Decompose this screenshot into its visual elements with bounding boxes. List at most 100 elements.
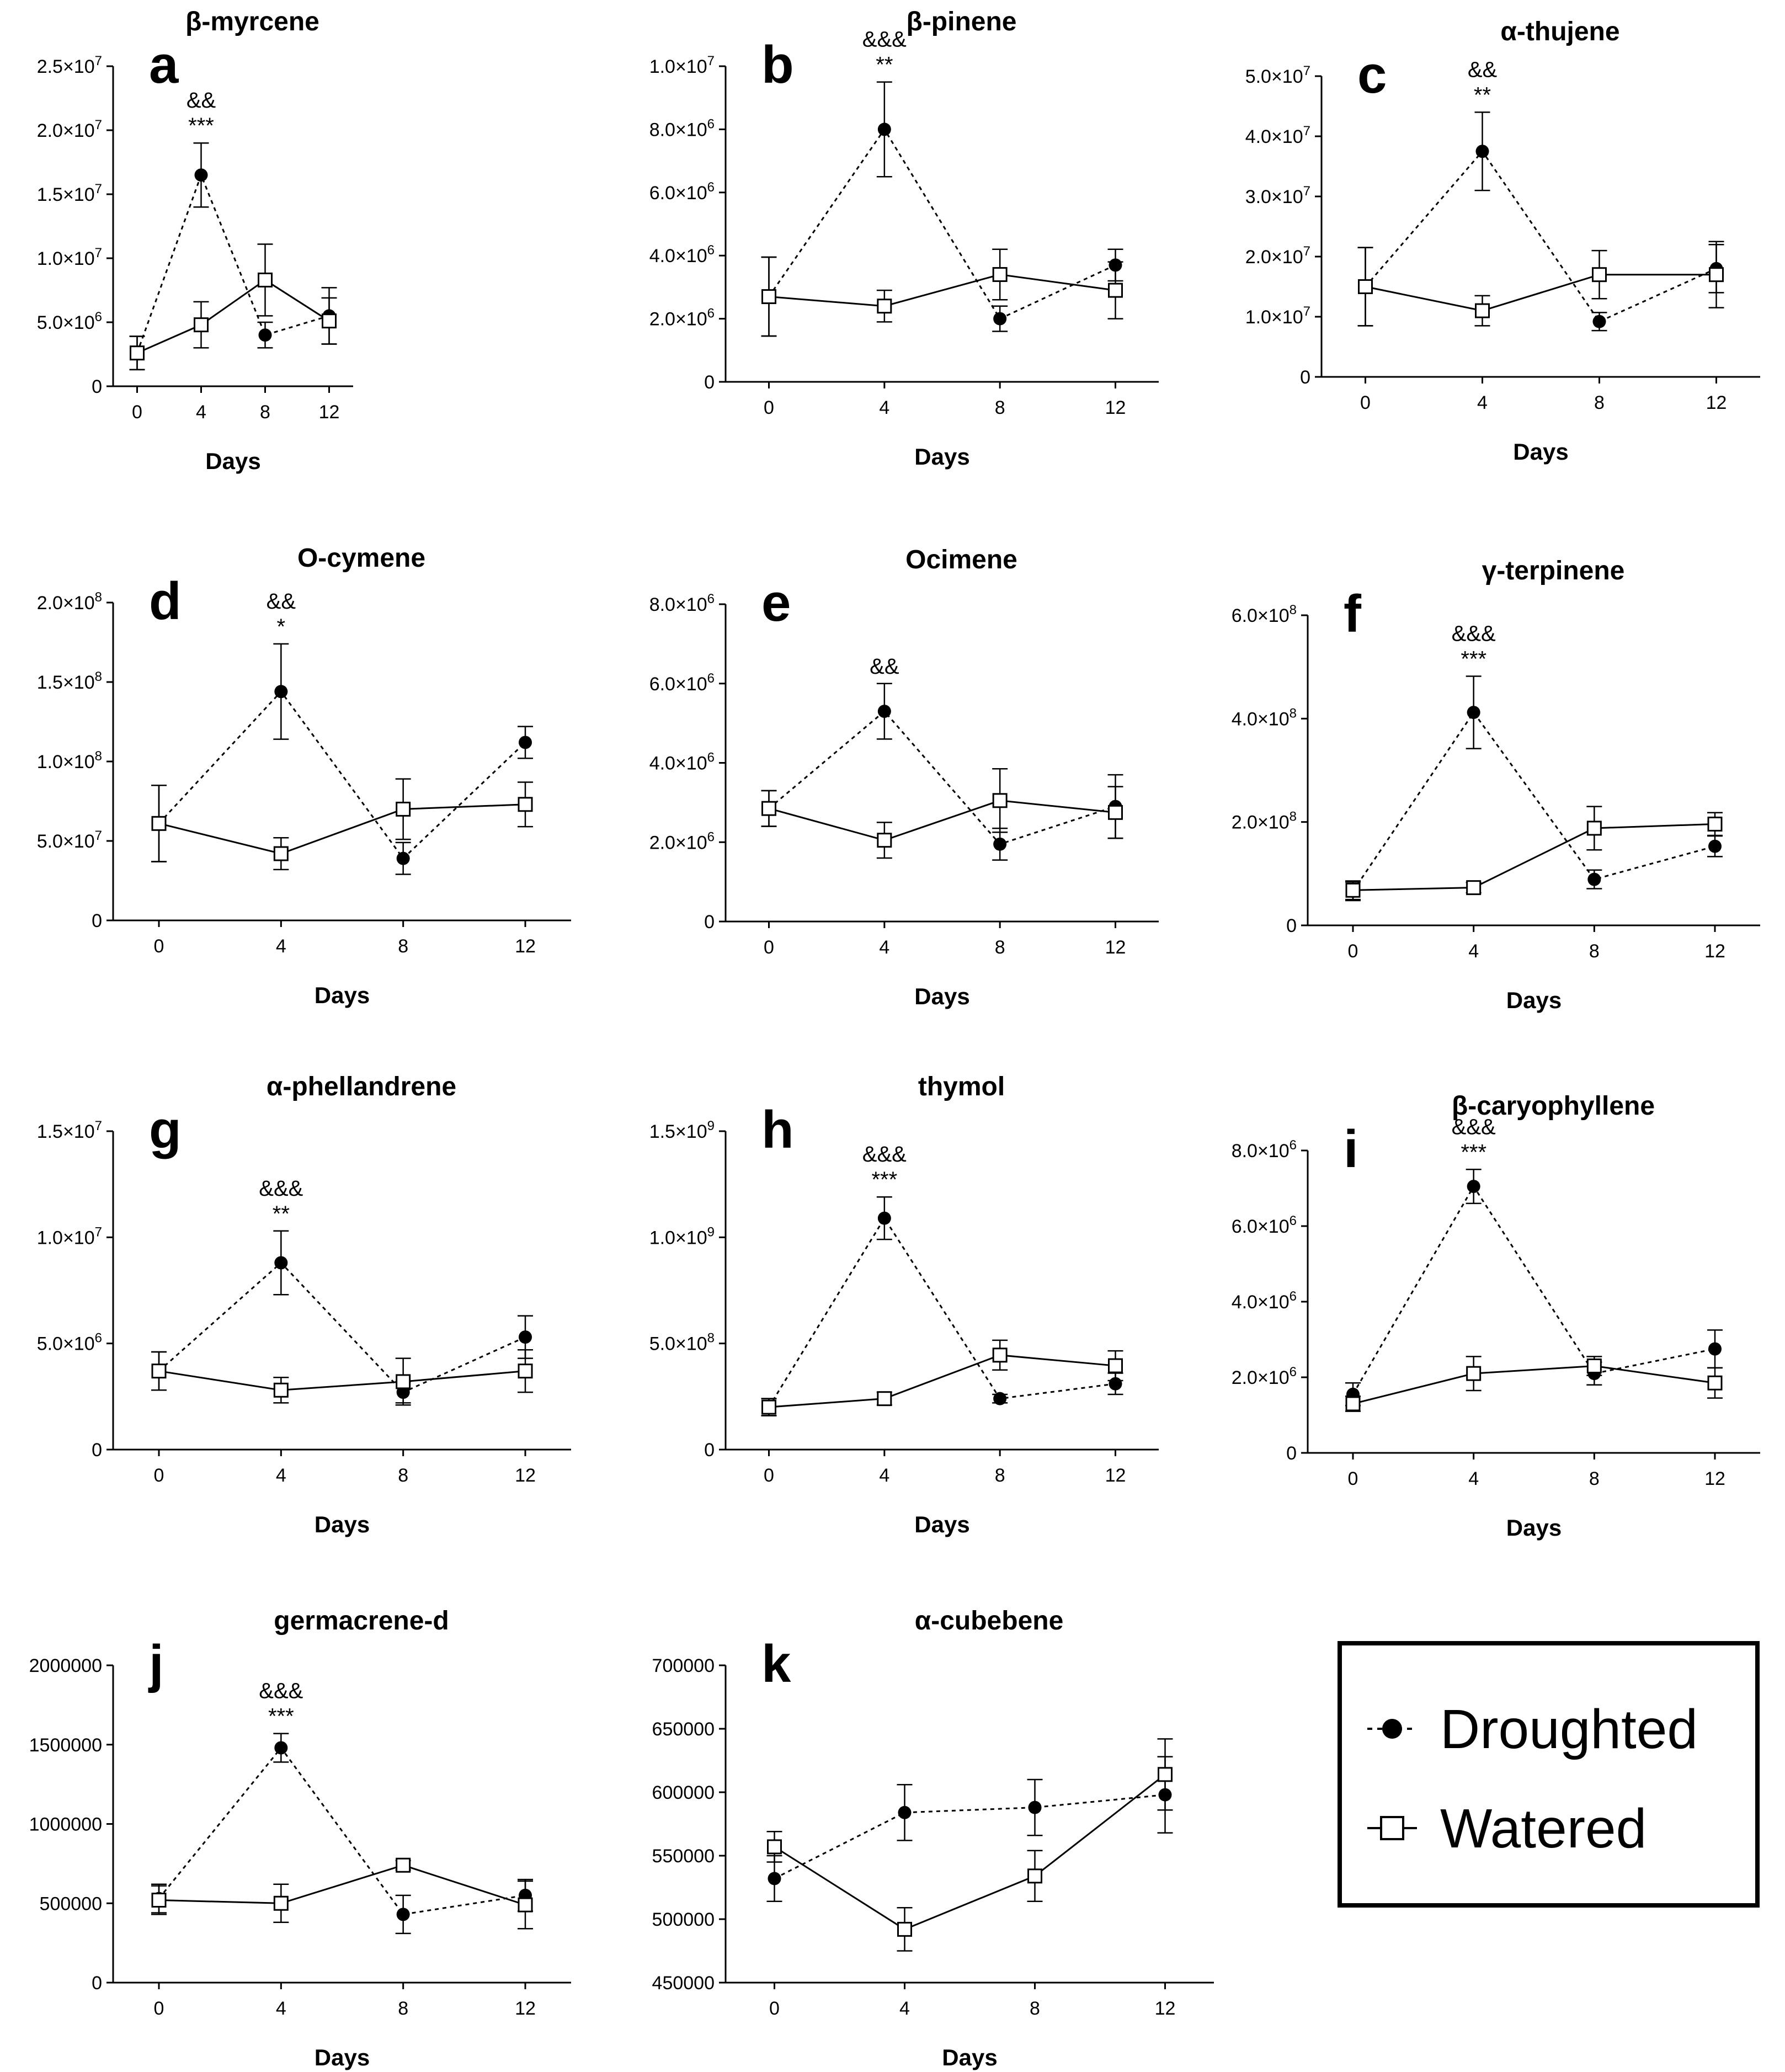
series-droughted [761, 81, 1123, 337]
chart-panel-b: 0 2.0×106 4.0×106 6.0×106 8.0×106 1.0×107 0 4 8 1… [649, 7, 1159, 470]
y-tick-label: 4.0×107 [1245, 124, 1310, 147]
series-line [1365, 150, 1717, 323]
y-tick-label: 4.0×106 [1232, 1289, 1297, 1313]
significance-marker: * [277, 615, 286, 639]
y-tick-label: 450000 [652, 1973, 715, 1994]
data-point-watered [1586, 1358, 1602, 1373]
panel-letter: c [1357, 45, 1387, 104]
data-point-droughted [258, 328, 272, 342]
x-tick-label: 12 [319, 402, 340, 423]
y-tick-label: 6.0×108 [1232, 603, 1297, 626]
y-tick-label: 1.5×108 [37, 669, 102, 693]
data-point-watered [1108, 805, 1123, 820]
series-line [136, 172, 329, 354]
x-tick-label: 4 [196, 402, 206, 423]
series-watered [761, 248, 1123, 337]
y-tick-label: 550000 [652, 1846, 715, 1867]
chart-panel-a: 0 5.0×106 1.0×107 1.5×107 2.0×107 2.5×107 0 4 8 1… [37, 7, 353, 474]
data-point-watered [767, 1839, 782, 1855]
data-point-watered [761, 289, 776, 305]
x-tick-label: 8 [260, 402, 270, 423]
x-axis-label: Days [315, 2044, 370, 2070]
chart-panel-g: 0 5.0×106 1.0×107 1.5×107 0 4 8 12 α-phellandren… [37, 1072, 571, 1537]
x-tick-label: 4 [1468, 941, 1479, 962]
legend-marker-watered [1380, 1816, 1404, 1840]
x-tick-label: 0 [764, 397, 774, 418]
data-point-watered [897, 1921, 912, 1937]
significance-marker: && [1468, 57, 1498, 82]
panel-title: germacrene-d [274, 1606, 449, 1636]
series-line [769, 273, 1116, 307]
series-line [768, 710, 1116, 845]
data-point-watered [396, 1857, 411, 1873]
data-point-droughted [1475, 145, 1489, 158]
y-tick-label: 0 [92, 376, 102, 397]
significance-marker: *** [268, 1705, 294, 1729]
significance-marker: && [870, 654, 899, 679]
x-tick-label: 4 [276, 936, 286, 957]
data-point-watered [151, 816, 167, 831]
data-point-droughted [768, 1872, 781, 1885]
series-watered [151, 1857, 533, 1930]
x-tick-label: 12 [1105, 937, 1126, 958]
significance-marker: *** [1461, 1140, 1486, 1164]
significance-marker: ** [273, 1202, 290, 1226]
data-point-droughted [194, 168, 208, 182]
y-tick-label: 1500000 [29, 1735, 102, 1756]
x-axis-label: Days [914, 1511, 969, 1537]
data-point-droughted [1028, 1801, 1042, 1814]
panel-title: β-pinene [907, 7, 1017, 36]
series-droughted [151, 1733, 533, 1935]
x-tick-label: 12 [1105, 1465, 1126, 1486]
data-point-watered [877, 1391, 892, 1407]
data-point-watered [992, 1347, 1008, 1363]
data-point-droughted [396, 1908, 410, 1921]
data-point-watered [130, 345, 145, 361]
data-point-watered [1707, 816, 1723, 832]
y-tick-label: 4.0×106 [649, 243, 715, 267]
data-point-watered [1345, 882, 1361, 898]
series-droughted [129, 142, 337, 371]
data-point-watered [1108, 283, 1123, 298]
data-point-watered [151, 1893, 167, 1908]
series-line [158, 1746, 526, 1915]
significance-marker: &&& [1452, 622, 1496, 646]
y-tick-label: 6.0×106 [649, 671, 715, 695]
y-tick-label: 5.0×108 [649, 1331, 715, 1355]
data-point-watered [1709, 267, 1724, 283]
y-tick-label: 2.0×107 [1245, 244, 1310, 268]
data-point-droughted [898, 1805, 912, 1819]
x-tick-label: 0 [132, 402, 142, 423]
x-tick-label: 12 [515, 936, 536, 957]
series-line [1352, 1185, 1715, 1395]
x-tick-label: 4 [879, 1465, 889, 1486]
x-tick-label: 12 [515, 1998, 536, 2019]
data-point-watered [151, 1363, 167, 1379]
series-watered [1345, 1356, 1723, 1412]
panel-title: α-thujene [1500, 17, 1619, 46]
x-axis-label: Days [315, 982, 370, 1008]
x-tick-label: 12 [1706, 392, 1727, 413]
x-tick-label: 0 [154, 1998, 164, 2019]
y-tick-label: 2.5×107 [37, 54, 102, 77]
data-point-watered [992, 793, 1008, 808]
legend: Droughted Watered [1338, 1641, 1760, 1908]
x-tick-label: 4 [276, 1998, 286, 2019]
series-line [158, 690, 526, 860]
y-tick-label: 2.0×108 [37, 590, 102, 614]
data-point-watered [761, 1399, 776, 1415]
series-droughted [1345, 675, 1723, 902]
y-tick-label: 1.0×107 [649, 54, 715, 77]
x-tick-label: 0 [154, 1465, 164, 1486]
data-point-droughted [519, 736, 532, 749]
data-point-watered [1592, 267, 1607, 283]
data-point-watered [1586, 821, 1602, 836]
significance-marker: &&& [1452, 1115, 1496, 1139]
x-axis-label: Days [315, 1511, 370, 1537]
series-droughted [1357, 111, 1724, 332]
x-axis-label: Days [942, 2044, 997, 2070]
significance-marker: ** [876, 53, 893, 77]
chart-panel-i: 0 2.0×106 4.0×106 6.0×106 8.0×106 0 4 8 12 β-cary… [1232, 1091, 1760, 1541]
x-tick-label: 0 [154, 936, 164, 957]
